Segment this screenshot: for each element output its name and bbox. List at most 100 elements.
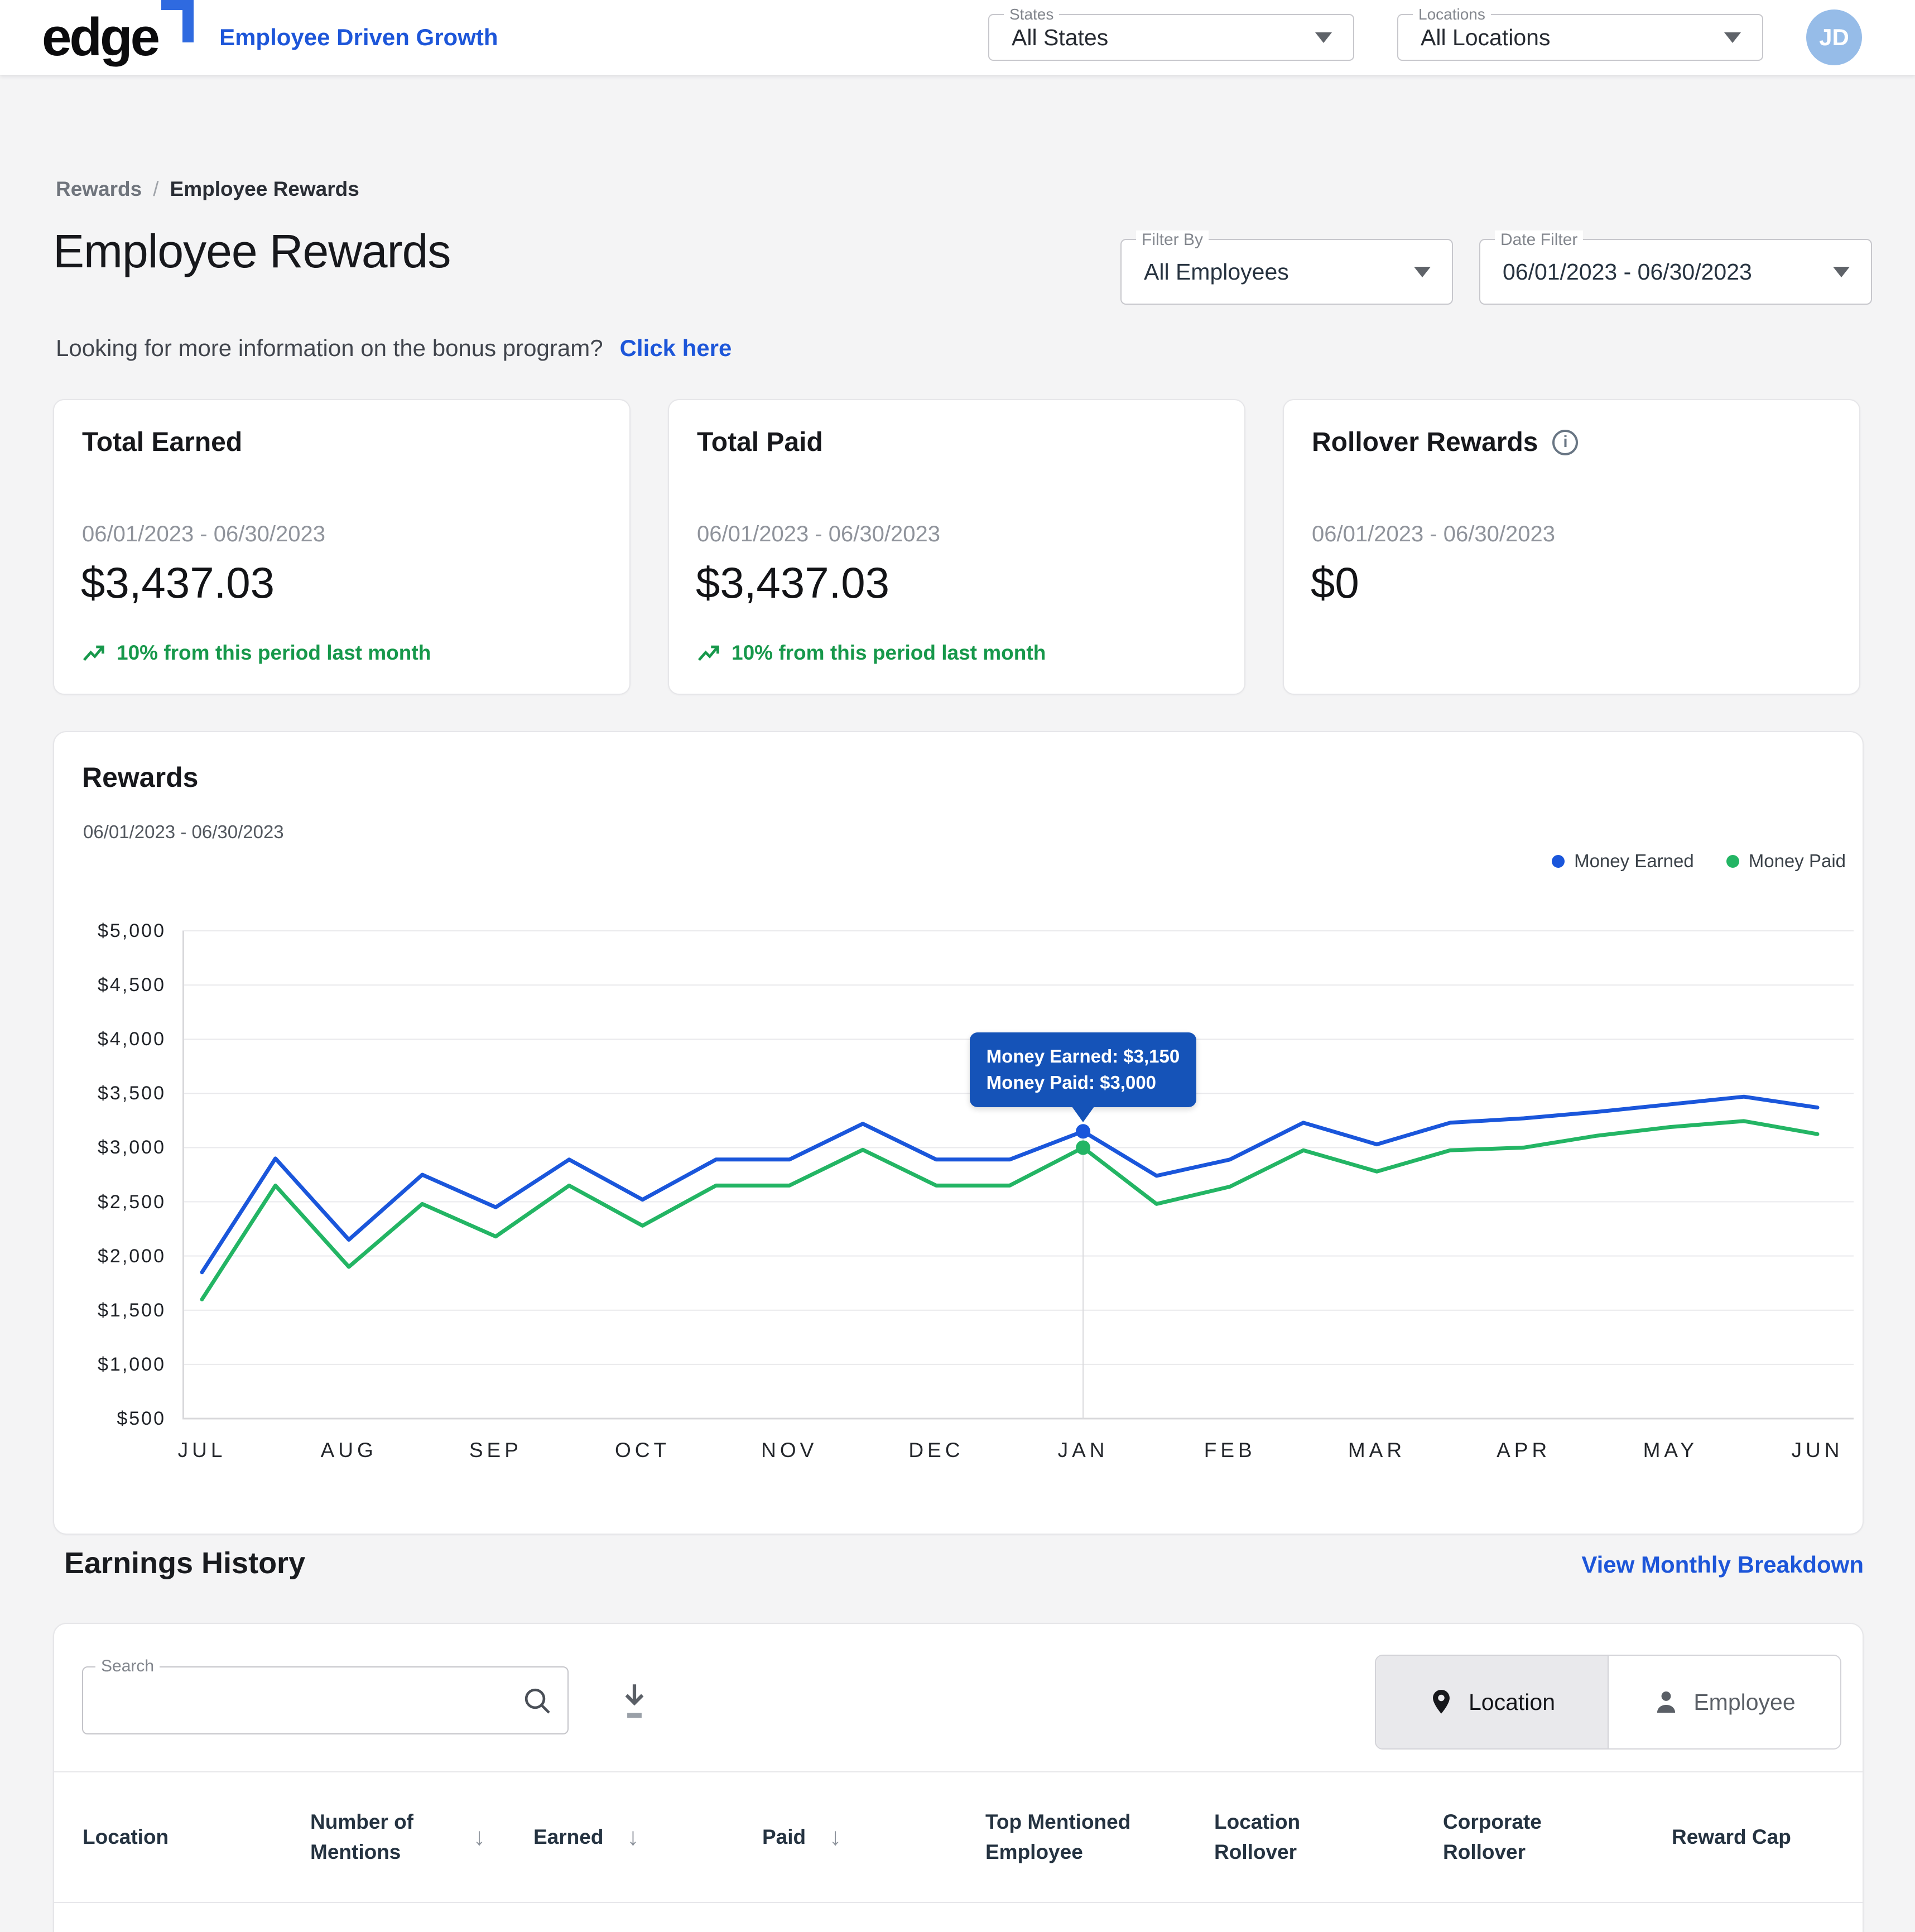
marker-money-paid[interactable] [1076,1140,1091,1155]
rewards-line-chart[interactable] [182,927,1854,1422]
filter-by-value: All Employees [1144,258,1289,285]
y-axis-label: $3,000 [98,1137,166,1159]
table-header-row: Location Number of Mentions ↓ Earned ↓ Paid ↓ T… [54,1771,1863,1903]
legend-dot-icon [1726,854,1739,868]
top-navbar: edge Employee Driven Growth States All S… [0,0,1915,75]
legend-dot-icon [1552,854,1565,868]
x-axis-label-apr: APR [1497,1439,1551,1462]
total-paid-trend: 10% from this period last month [697,641,1046,665]
legend-label: Money Earned [1574,850,1694,871]
y-axis-label: $500 [117,1408,166,1429]
breadcrumb-employee-rewards: Employee Rewards [170,177,359,200]
states-select-label: States [1004,6,1060,23]
x-axis-label-nov: NOV [761,1439,818,1462]
sort-down-icon[interactable]: ↓ [829,1823,842,1851]
tooltip-earned-line: Money Earned: $3,150 [986,1046,1180,1067]
logo-text: edge [42,7,160,67]
x-axis-label-jun: JUN [1791,1439,1844,1462]
legend-item-money-paid[interactable]: Money Paid [1726,850,1846,872]
column-header-earned[interactable]: Earned ↓ [533,1819,762,1855]
locations-select-label: Locations [1413,6,1491,23]
y-axis-label: $4,000 [98,1029,166,1050]
column-header-label: Paid [762,1825,806,1849]
trend-text: 10% from this period last month [732,641,1046,664]
column-header-reward-cap: Reward Cap [1672,1822,1803,1852]
search-field[interactable]: Search [82,1657,569,1734]
toggle-employee-label: Employee [1693,1689,1796,1715]
tooltip-paid-line: Money Paid: $3,000 [986,1072,1157,1093]
y-axis-label: $4,500 [98,974,166,996]
chevron-down-icon [1833,266,1850,277]
column-header-location: Location [83,1822,310,1852]
navbar-controls: States All States Locations All Location… [988,6,1862,65]
column-header-number-of-mentions[interactable]: Number of Mentions ↓ [310,1807,533,1867]
location-employee-toggle: Location Employee [1375,1655,1841,1750]
x-axis-label-mar: MAR [1348,1439,1406,1462]
chevron-down-icon [1315,32,1332,43]
sort-down-icon[interactable]: ↓ [627,1823,639,1851]
line-money-paid [200,1119,1820,1301]
rollover-date-range: 06/01/2023 - 06/30/2023 [1312,522,1555,546]
rewards-chart-card: Rewards 06/01/2023 - 06/30/2023 Money Ea… [53,731,1864,1535]
legend-label: Money Paid [1748,850,1846,871]
date-filter-select[interactable]: Date Filter 06/01/2023 - 06/30/2023 [1479,230,1872,305]
search-icon[interactable] [522,1685,553,1719]
total-earned-amount: $3,437.03 [81,558,275,607]
legend-item-money-earned[interactable]: Money Earned [1552,850,1694,872]
column-header-label: Reward Cap [1672,1825,1791,1849]
toggle-location-label: Location [1468,1689,1555,1715]
total-earned-title: Total Earned [82,427,243,457]
column-header-label: Number of Mentions [310,1810,413,1863]
rollover-title-text: Rollover Rewards [1312,427,1538,457]
earnings-history-header: Earnings History View Monthly Breakdown [53,1546,1864,1580]
filter-by-select[interactable]: Filter By All Employees [1120,230,1453,305]
total-earned-card: Total Earned 06/01/2023 - 06/30/2023 $3,… [53,399,631,695]
filter-by-label: Filter By [1136,230,1209,249]
column-header-label: Location Rollover [1214,1810,1301,1863]
summary-cards: Total Earned 06/01/2023 - 06/30/2023 $3,… [53,399,1860,695]
subtitle-text: Looking for more information on the bonu… [56,335,603,361]
y-axis-label: $2,500 [98,1191,166,1213]
rollover-rewards-card: Rollover Rewards i 06/01/2023 - 06/30/20… [1283,399,1860,695]
y-axis-label: $3,500 [98,1083,166,1104]
total-paid-card: Total Paid 06/01/2023 - 06/30/2023 $3,43… [668,399,1245,695]
earnings-history-title: Earnings History [64,1546,306,1580]
breadcrumb-rewards[interactable]: Rewards [56,177,142,200]
info-icon[interactable]: i [1552,429,1579,455]
marker-money-earned[interactable] [1076,1124,1091,1139]
y-axis-label: $1,000 [98,1353,166,1375]
toggle-location-button[interactable]: Location [1376,1656,1608,1748]
states-select-value: All States [1012,24,1109,50]
column-header-paid[interactable]: Paid ↓ [762,1819,985,1855]
earnings-table-card: Search Location Employee Location Number … [53,1623,1864,1932]
search-input[interactable] [100,1672,502,1728]
column-header-location-rollover: Location Rollover [1214,1807,1443,1867]
trend-up-icon [698,645,719,661]
date-filter-label: Date Filter [1495,230,1584,249]
click-here-link[interactable]: Click here [619,335,732,361]
view-monthly-breakdown-link[interactable]: View Monthly Breakdown [1581,1551,1864,1578]
chart-title: Rewards [82,762,199,793]
y-axis-label: $1,500 [98,1299,166,1321]
breadcrumb-separator: / [153,177,159,200]
locations-select[interactable]: Locations All Locations [1397,6,1763,61]
column-header-label: Location [83,1825,169,1849]
toggle-employee-button[interactable]: Employee [1608,1656,1840,1748]
total-paid-amount: $3,437.03 [696,558,890,607]
sort-down-icon[interactable]: ↓ [473,1823,485,1851]
logo-corner-icon [161,0,194,42]
rollover-amount: $0 [1311,558,1359,607]
line-money-earned [200,1094,1820,1275]
download-icon[interactable] [612,1679,657,1723]
x-axis-label-oct: OCT [614,1439,671,1462]
states-select[interactable]: States All States [988,6,1354,61]
column-header-label: Corporate Rollover [1443,1810,1542,1863]
app-logo[interactable]: edge [42,0,194,68]
x-axis-label-aug: AUG [320,1439,377,1462]
x-axis-label-sep: SEP [469,1439,522,1462]
app-tagline: Employee Driven Growth [219,24,498,50]
date-filter-value: 06/01/2023 - 06/30/2023 [1503,258,1752,285]
column-header-top-mentioned-employee: Top Mentioned Employee [985,1807,1214,1867]
column-header-label: Earned [533,1825,604,1849]
user-avatar[interactable]: JD [1806,9,1862,65]
